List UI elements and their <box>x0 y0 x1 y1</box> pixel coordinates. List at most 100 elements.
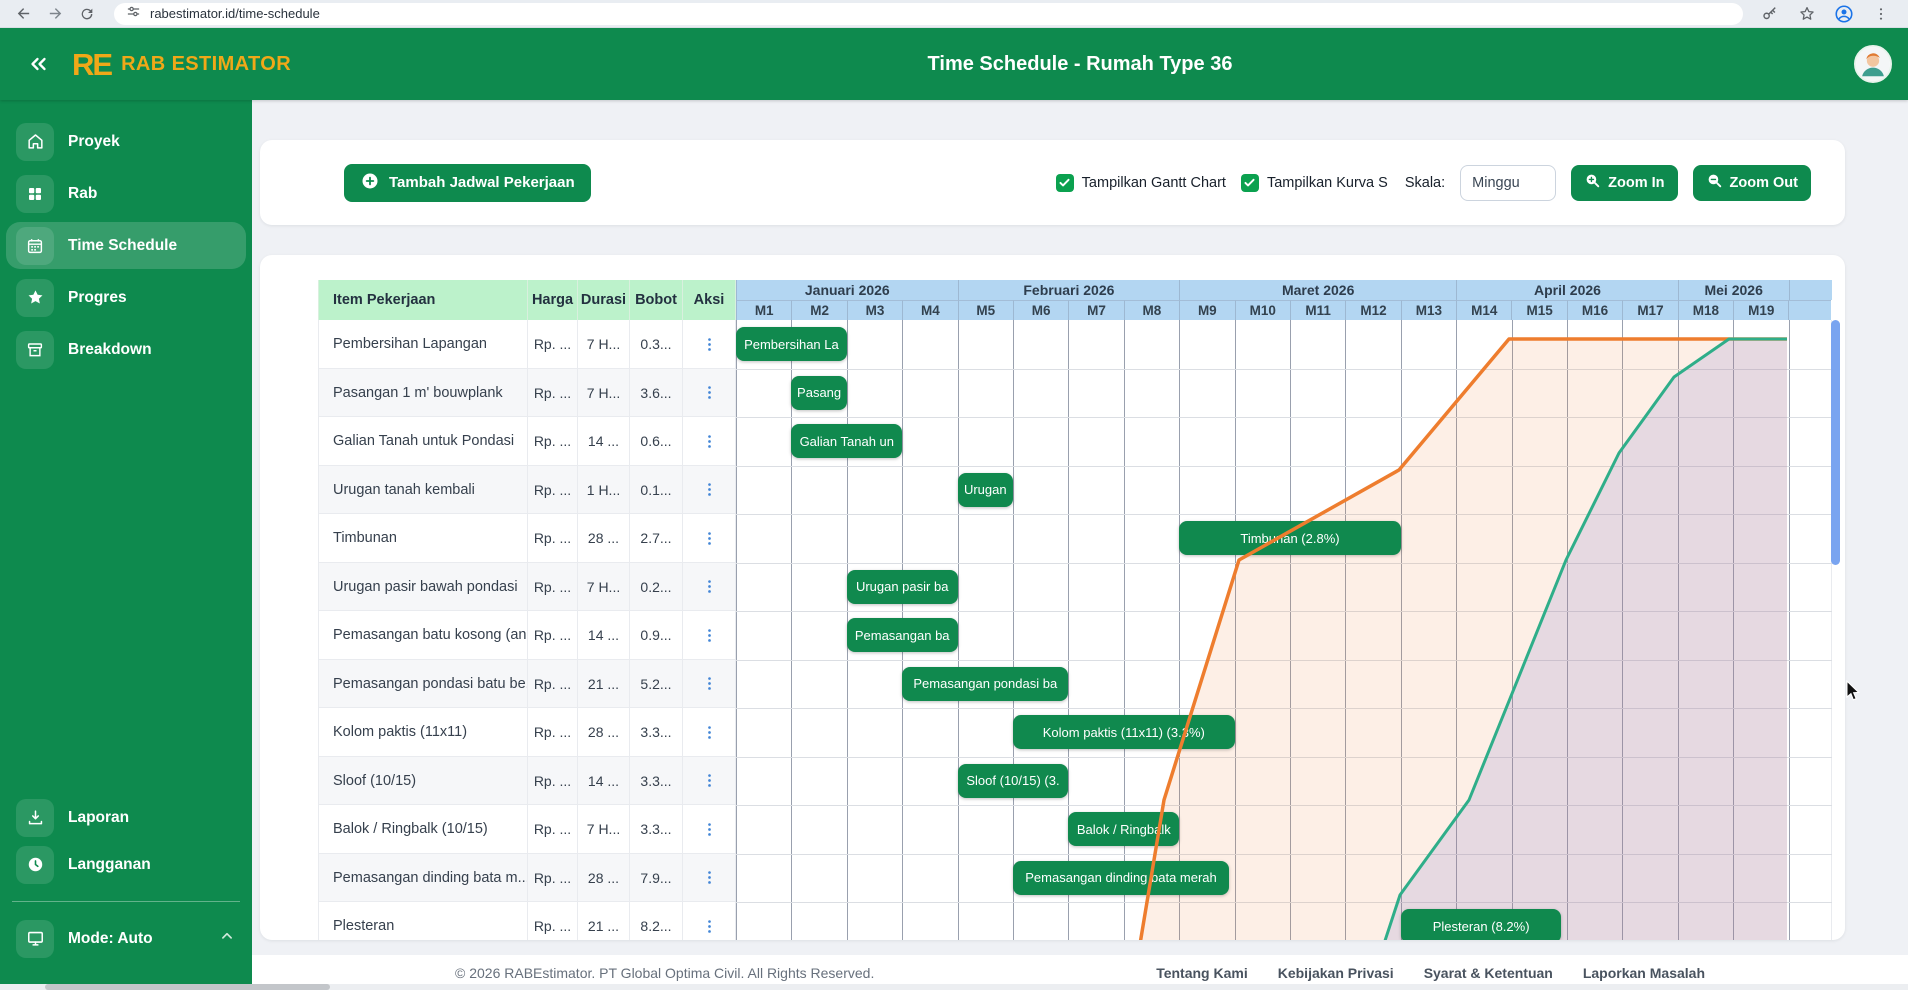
row-actions-button[interactable] <box>697 817 721 841</box>
scale-value: Minggu <box>1472 174 1520 191</box>
sidebar-bottom: Laporan Langganan Mode: Auto <box>6 794 246 962</box>
harga-cell: Rp. ... <box>528 708 578 757</box>
row-actions-button[interactable] <box>697 623 721 647</box>
durasi-cell: 21 ... <box>578 659 630 708</box>
show-gantt-checkbox[interactable]: Tampilkan Gantt Chart <box>1055 173 1226 192</box>
item-name-cell: Pemasangan pondasi batu be... <box>318 659 528 708</box>
show-kurva-checkbox[interactable]: Tampilkan Kurva S <box>1240 173 1388 192</box>
gantt-bar[interactable]: Galian Tanah un <box>791 424 903 458</box>
aksi-cell <box>683 417 736 466</box>
durasi-cell: 1 H... <box>578 465 630 514</box>
row-actions-button[interactable] <box>697 914 721 938</box>
gantt-bar[interactable]: Urugan <box>957 472 1013 507</box>
horizontal-scrollbar-thumb[interactable] <box>45 984 330 990</box>
row-actions-button[interactable] <box>697 575 721 599</box>
item-name-cell: Urugan tanah kembali <box>318 465 528 514</box>
week-gridline <box>1400 320 1402 940</box>
row-actions-button[interactable] <box>697 478 721 502</box>
row-actions-button[interactable] <box>697 332 721 356</box>
footer-link[interactable]: Laporkan Masalah <box>1582 964 1705 981</box>
month-header-filler <box>1788 280 1832 300</box>
row-actions-button[interactable] <box>697 381 721 405</box>
row-actions-button[interactable] <box>697 672 721 696</box>
user-avatar[interactable] <box>1854 45 1892 83</box>
gantt-bar[interactable]: Timbunan (2.8%) <box>1179 521 1401 555</box>
bobot-cell: 0.3... <box>630 320 683 369</box>
browser-menu-icon[interactable] <box>1870 3 1892 25</box>
zoom-out-button[interactable]: Zoom Out <box>1692 164 1811 201</box>
collapse-sidebar-button[interactable] <box>18 44 58 84</box>
sidebar-item-progres[interactable]: Progres <box>6 274 246 321</box>
gantt-bar[interactable]: Pemasangan dinding bata merah <box>1013 860 1230 895</box>
url-bar[interactable]: rabestimator.id/time-schedule <box>114 2 1743 25</box>
browser-profile-icon[interactable] <box>1833 3 1855 25</box>
mode-toggle[interactable]: Mode: Auto <box>6 915 246 962</box>
row-actions-button[interactable] <box>697 526 721 550</box>
checkbox-checked-icon <box>1055 173 1074 192</box>
sidebar-item-label: Rab <box>68 184 98 202</box>
grid-icon <box>16 174 54 213</box>
back-icon[interactable] <box>12 3 34 25</box>
item-name-cell: Pasangan 1 m' bouwplank <box>318 368 528 417</box>
week-gridline <box>736 320 737 940</box>
bobot-cell: 0.9... <box>630 611 683 660</box>
row-actions-button[interactable] <box>697 769 721 793</box>
aksi-cell <box>683 465 736 514</box>
sidebar-item-time-schedule[interactable]: Time Schedule <box>6 222 246 269</box>
harga-cell: Rp. ... <box>528 368 578 417</box>
site-info-icon[interactable] <box>126 4 141 24</box>
sidebar-item-proyek[interactable]: Proyek <box>6 118 246 165</box>
gantt-bar[interactable]: Kolom paktis (11x11) (3.3%) <box>1013 715 1235 749</box>
zoom-in-icon <box>1584 172 1601 193</box>
gantt-bar[interactable]: Pembersihan La <box>736 327 847 361</box>
add-schedule-button[interactable]: Tambah Jadwal Pekerjaan <box>344 163 591 202</box>
gantt-bar[interactable]: Pasang <box>791 375 847 410</box>
week-gridline <box>1013 320 1014 940</box>
item-name-cell: Urugan pasir bawah pondasi <box>318 562 528 611</box>
row-actions-button[interactable] <box>697 866 721 890</box>
reload-icon[interactable] <box>76 3 98 25</box>
harga-cell: Rp. ... <box>528 611 578 660</box>
gantt-bar[interactable]: Urugan pasir ba <box>846 569 958 604</box>
aksi-cell <box>683 514 736 563</box>
row-actions-button[interactable] <box>697 429 721 453</box>
bobot-cell: 2.7... <box>630 514 683 563</box>
app-logo: RE RAB ESTIMATOR <box>72 49 291 80</box>
item-name-cell: Galian Tanah untuk Pondasi <box>318 417 528 466</box>
row-actions-button[interactable] <box>697 720 721 744</box>
brand-name: RAB ESTIMATOR <box>121 52 292 75</box>
scale-select[interactable]: Minggu <box>1460 164 1557 201</box>
table-row: Pemasangan pondasi batu be... Rp. ... 21 .… <box>318 659 736 708</box>
key-icon[interactable] <box>1759 3 1781 25</box>
sidebar-item-langganan[interactable]: Langganan <box>6 841 246 888</box>
chevron-up-icon <box>218 927 236 950</box>
column-header: Harga <box>528 280 578 320</box>
table-row: Kolom paktis (11x11) Rp. ... 28 ... 3.3... <box>318 708 736 757</box>
harga-cell: Rp. ... <box>528 514 578 563</box>
item-name-cell: Pembersihan Lapangan <box>318 320 528 369</box>
row-gridline <box>736 562 1832 564</box>
aksi-cell <box>683 320 736 369</box>
gantt-bar[interactable]: Plesteran (8.2%) <box>1400 909 1562 940</box>
bookmark-star-icon[interactable] <box>1796 3 1818 25</box>
week-header-cell: M17 <box>1622 300 1678 320</box>
week-gridline <box>1511 320 1513 940</box>
gantt-bar[interactable]: Balok / Ringbalk <box>1068 812 1180 846</box>
sidebar-item-breakdown[interactable]: Breakdown <box>6 326 246 373</box>
footer-link[interactable]: Tentang Kami <box>1156 964 1248 981</box>
footer-link[interactable]: Syarat & Ketentuan <box>1423 964 1553 981</box>
gantt-bar[interactable]: Sloof (10/15) (3. <box>957 763 1069 798</box>
harga-cell: Rp. ... <box>528 465 578 514</box>
zoom-in-button[interactable]: Zoom In <box>1571 164 1678 201</box>
gantt-bar[interactable]: Pemasangan ba <box>846 618 958 652</box>
sidebar-item-rab[interactable]: Rab <box>6 170 246 217</box>
month-header-cell: Februari 2026 <box>957 280 1180 300</box>
footer-link[interactable]: Kebijakan Privasi <box>1277 964 1394 981</box>
harga-cell: Rp. ... <box>528 659 578 708</box>
forward-icon[interactable] <box>44 3 66 25</box>
week-header-cell: M3 <box>846 300 903 320</box>
sidebar-item-laporan[interactable]: Laporan <box>6 794 246 841</box>
week-header-cell: M2 <box>791 300 847 320</box>
gantt-bar[interactable]: Pemasangan pondasi ba <box>902 666 1069 701</box>
vertical-scrollbar-thumb[interactable] <box>1831 320 1840 565</box>
